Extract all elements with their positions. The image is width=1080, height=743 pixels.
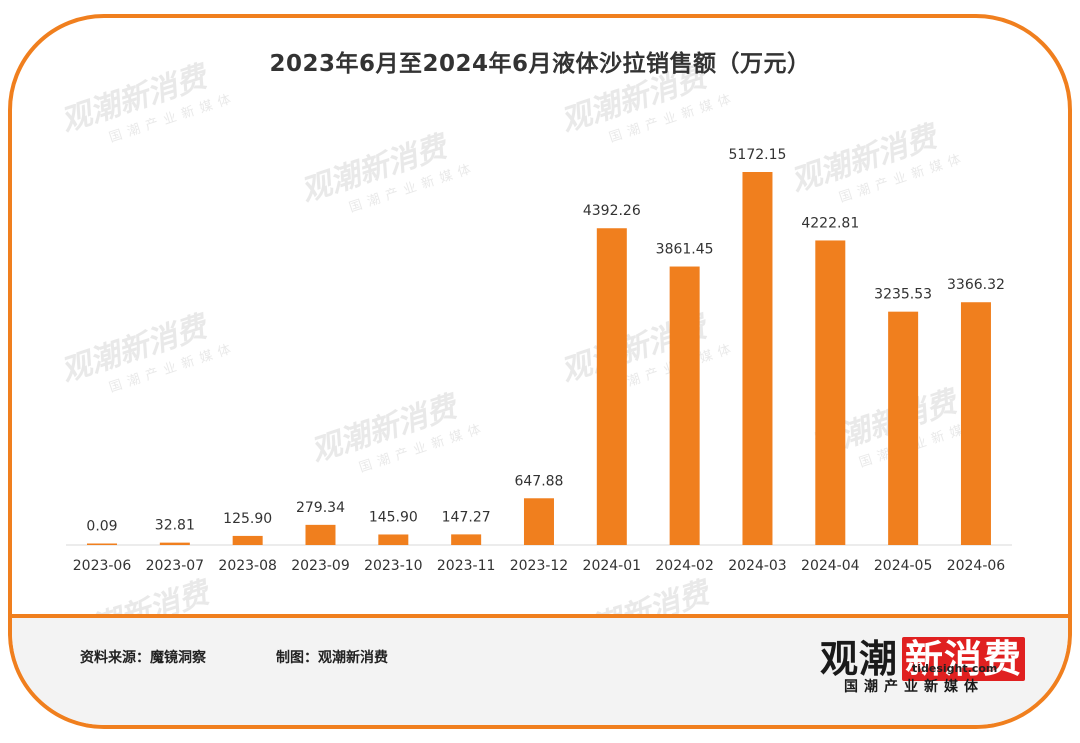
x-tick-label: 2023-08 bbox=[218, 558, 277, 574]
bar bbox=[451, 534, 482, 545]
x-tick-label: 2023-07 bbox=[146, 558, 205, 574]
bar bbox=[523, 498, 554, 545]
data-label: 145.90 bbox=[369, 509, 418, 525]
x-tick-label: 2023-10 bbox=[364, 558, 423, 574]
x-tick-label: 2023-12 bbox=[510, 558, 569, 574]
bar bbox=[305, 524, 336, 545]
made-by-note: 制图：观潮新消费 bbox=[276, 650, 388, 666]
x-tick-label: 2024-05 bbox=[874, 558, 933, 574]
data-label: 4392.26 bbox=[583, 203, 641, 219]
footer bbox=[12, 618, 1068, 725]
x-tick-label: 2024-02 bbox=[655, 558, 714, 574]
x-tick-label: 2023-11 bbox=[437, 558, 496, 574]
data-label: 0.09 bbox=[86, 519, 117, 535]
footer-divider bbox=[12, 614, 1068, 618]
brand-logo-text: 观潮 新消费 bbox=[820, 628, 1026, 683]
brand-slogan: 国潮产业新媒体 bbox=[844, 679, 984, 695]
bar bbox=[87, 543, 117, 545]
data-label: 32.81 bbox=[155, 518, 195, 534]
x-tick-label: 2024-03 bbox=[728, 558, 787, 574]
brand-logo-accent: 新消费 bbox=[902, 637, 1026, 681]
x-tick-label: 2024-04 bbox=[801, 558, 860, 574]
bar bbox=[888, 311, 919, 545]
bar bbox=[669, 266, 700, 545]
bar bbox=[596, 228, 627, 545]
brand-domain: tidesight.com bbox=[912, 662, 998, 675]
bar bbox=[742, 172, 773, 545]
bar bbox=[232, 535, 263, 545]
data-label: 3366.32 bbox=[947, 277, 1005, 293]
data-label: 5172.15 bbox=[729, 147, 787, 163]
bar bbox=[378, 534, 409, 545]
x-tick-label: 2024-01 bbox=[583, 558, 642, 574]
brand-logo-main: 观潮 bbox=[820, 637, 899, 681]
x-tick-label: 2023-06 bbox=[73, 558, 132, 574]
bar bbox=[815, 240, 846, 545]
data-label: 147.27 bbox=[442, 509, 491, 525]
data-label: 279.34 bbox=[296, 500, 345, 516]
chart-title: 2023年6月至2024年6月液体沙拉销售额（万元） bbox=[269, 51, 811, 77]
x-tick-label: 2024-06 bbox=[947, 558, 1006, 574]
bar-chart: 0.09 2023-06 32.81 2023-07 125.90 2023-08 279.… bbox=[66, 147, 1012, 574]
data-label: 125.90 bbox=[223, 511, 272, 527]
source-note: 资料来源：魔镜洞察 bbox=[80, 650, 206, 666]
data-label: 3861.45 bbox=[656, 242, 714, 258]
brand-logo: 观潮 新消费 tidesight.com 国潮产业新媒体 bbox=[820, 628, 1030, 698]
data-label: 3235.53 bbox=[874, 287, 932, 303]
data-label: 647.88 bbox=[514, 473, 563, 489]
bar bbox=[159, 542, 190, 545]
x-tick-label: 2023-09 bbox=[291, 558, 350, 574]
bar bbox=[960, 302, 991, 545]
data-label: 4222.81 bbox=[801, 215, 859, 231]
